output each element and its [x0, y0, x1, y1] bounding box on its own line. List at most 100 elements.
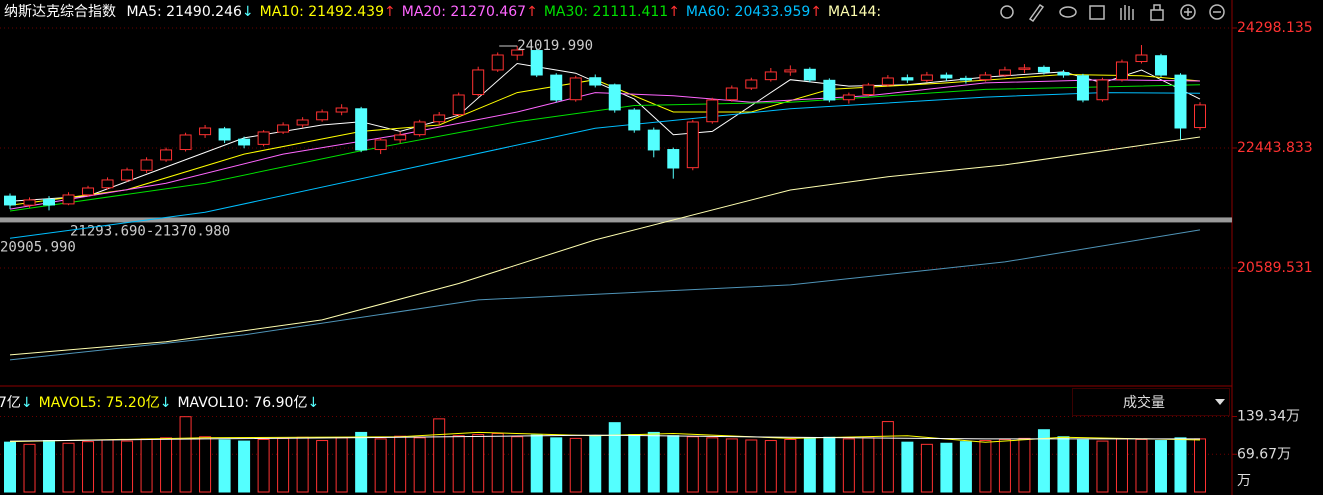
legend-arrow: ↓ — [159, 395, 172, 411]
volume-bar — [1174, 437, 1187, 493]
volume-bar — [316, 440, 329, 493]
volume-bar — [296, 436, 309, 493]
candle-body — [803, 68, 816, 81]
volume-bar — [647, 431, 660, 493]
candle-body — [199, 127, 212, 136]
candle-body — [647, 129, 660, 151]
volume-bar — [881, 421, 894, 493]
volume-bar — [725, 438, 738, 493]
volume-bar — [1037, 429, 1050, 493]
candle-body — [998, 69, 1011, 76]
volume-bar — [823, 436, 836, 493]
candle-body — [1037, 66, 1050, 73]
candle-body — [296, 119, 309, 126]
y-tick-label: 139.34万 — [1237, 409, 1300, 425]
zoom-in-icon[interactable] — [1180, 4, 1196, 20]
candle-body — [394, 134, 407, 141]
volume-bar — [784, 438, 797, 493]
ma-line — [9, 73, 1201, 206]
legend-entry: MAVOL5: 75.20亿↓ — [39, 395, 172, 411]
volume-bar — [23, 443, 36, 493]
ma-line — [9, 229, 1201, 361]
candle-body — [530, 50, 543, 76]
volume-bar — [667, 435, 680, 493]
volume-bar — [1057, 436, 1070, 493]
y-unit-label: 万 — [1237, 473, 1251, 489]
candle-body — [706, 99, 719, 123]
lock-icon[interactable] — [1150, 4, 1164, 21]
candle-body — [82, 187, 95, 196]
candle-body — [160, 149, 173, 161]
volume-bar — [179, 416, 192, 493]
ma-line — [9, 84, 1201, 212]
draw-icon[interactable] — [1028, 3, 1045, 23]
volume-bar — [608, 422, 621, 493]
legend-label: 7亿 — [0, 395, 21, 411]
volume-bar — [491, 433, 504, 493]
volume-bar — [530, 434, 543, 493]
volume-bar — [1135, 438, 1148, 493]
legend-entry: 7亿↓ — [0, 395, 33, 411]
hand-icon[interactable] — [1120, 5, 1134, 20]
eye-icon[interactable] — [1059, 6, 1077, 18]
volume-bar — [1154, 440, 1167, 493]
legend-label: MA10: 21492.439 — [259, 4, 384, 20]
volume-bar — [569, 437, 582, 493]
volume-bar — [433, 418, 446, 493]
candle-body — [1174, 74, 1187, 129]
candle-body — [472, 69, 485, 96]
zoom-out-icon[interactable] — [1209, 4, 1225, 20]
legend-arrow: ↑ — [810, 4, 823, 20]
ma-line — [9, 434, 1200, 442]
candle-body — [4, 195, 16, 206]
low-label: 20905.990 — [0, 240, 76, 256]
volume-bar — [998, 438, 1011, 493]
volume-bar — [686, 436, 699, 493]
chart-title: 纳斯达克综合指数 — [4, 4, 116, 20]
legend-entry: MA60: 20433.959↑ — [686, 4, 822, 20]
volume-bar — [452, 435, 465, 493]
volume-bar — [862, 437, 875, 493]
legend-arrow: ↓ — [20, 395, 33, 411]
candle-body — [901, 77, 914, 81]
candle-body — [121, 169, 134, 181]
legend-entry: MAVOL10: 76.90亿↓ — [177, 395, 319, 411]
candle-body — [979, 74, 992, 81]
dropdown-arrow — [1215, 399, 1225, 405]
legend-arrow: ↑ — [384, 4, 396, 20]
candle-body — [1096, 79, 1109, 101]
legend-entry: MA5: 21490.246↓ — [126, 4, 253, 20]
indicator-dropdown[interactable]: 成交量 — [1072, 388, 1230, 416]
candle-body — [452, 94, 465, 116]
volume-bar — [238, 440, 251, 493]
volume-bar — [82, 441, 95, 493]
volume-bar — [121, 440, 134, 493]
volume-bar — [1018, 437, 1031, 493]
volume-bar — [842, 438, 855, 493]
legend-label: MA60: 20433.959 — [685, 4, 811, 20]
candle-body — [238, 138, 251, 146]
volume-bar — [335, 437, 348, 493]
candle-body — [1057, 72, 1070, 76]
volume-bar — [257, 438, 270, 493]
y-tick-label: 69.67万 — [1237, 446, 1291, 462]
box-icon[interactable] — [1089, 5, 1105, 20]
candle-body — [374, 139, 387, 151]
settings-icon[interactable] — [1000, 5, 1014, 19]
y-tick-label: 24298.135 — [1237, 20, 1313, 36]
volume-bar — [764, 440, 777, 493]
candle-body — [277, 124, 290, 133]
candle-body — [491, 54, 504, 71]
toolbar — [1000, 3, 1225, 23]
volume-bar — [355, 431, 368, 493]
candle-body — [1135, 54, 1148, 63]
candle-body — [355, 108, 368, 151]
legend-label: MAVOL10: 76.90亿 — [177, 395, 308, 411]
volume-bar — [101, 439, 114, 493]
volume-bar — [43, 440, 56, 493]
volume-legend: 7亿↓ MAVOL5: 75.20亿↓ MAVOL10: 76.90亿↓ — [0, 394, 325, 412]
volume-bar — [4, 441, 16, 493]
candle-body — [589, 77, 602, 86]
candle-body — [920, 74, 933, 81]
